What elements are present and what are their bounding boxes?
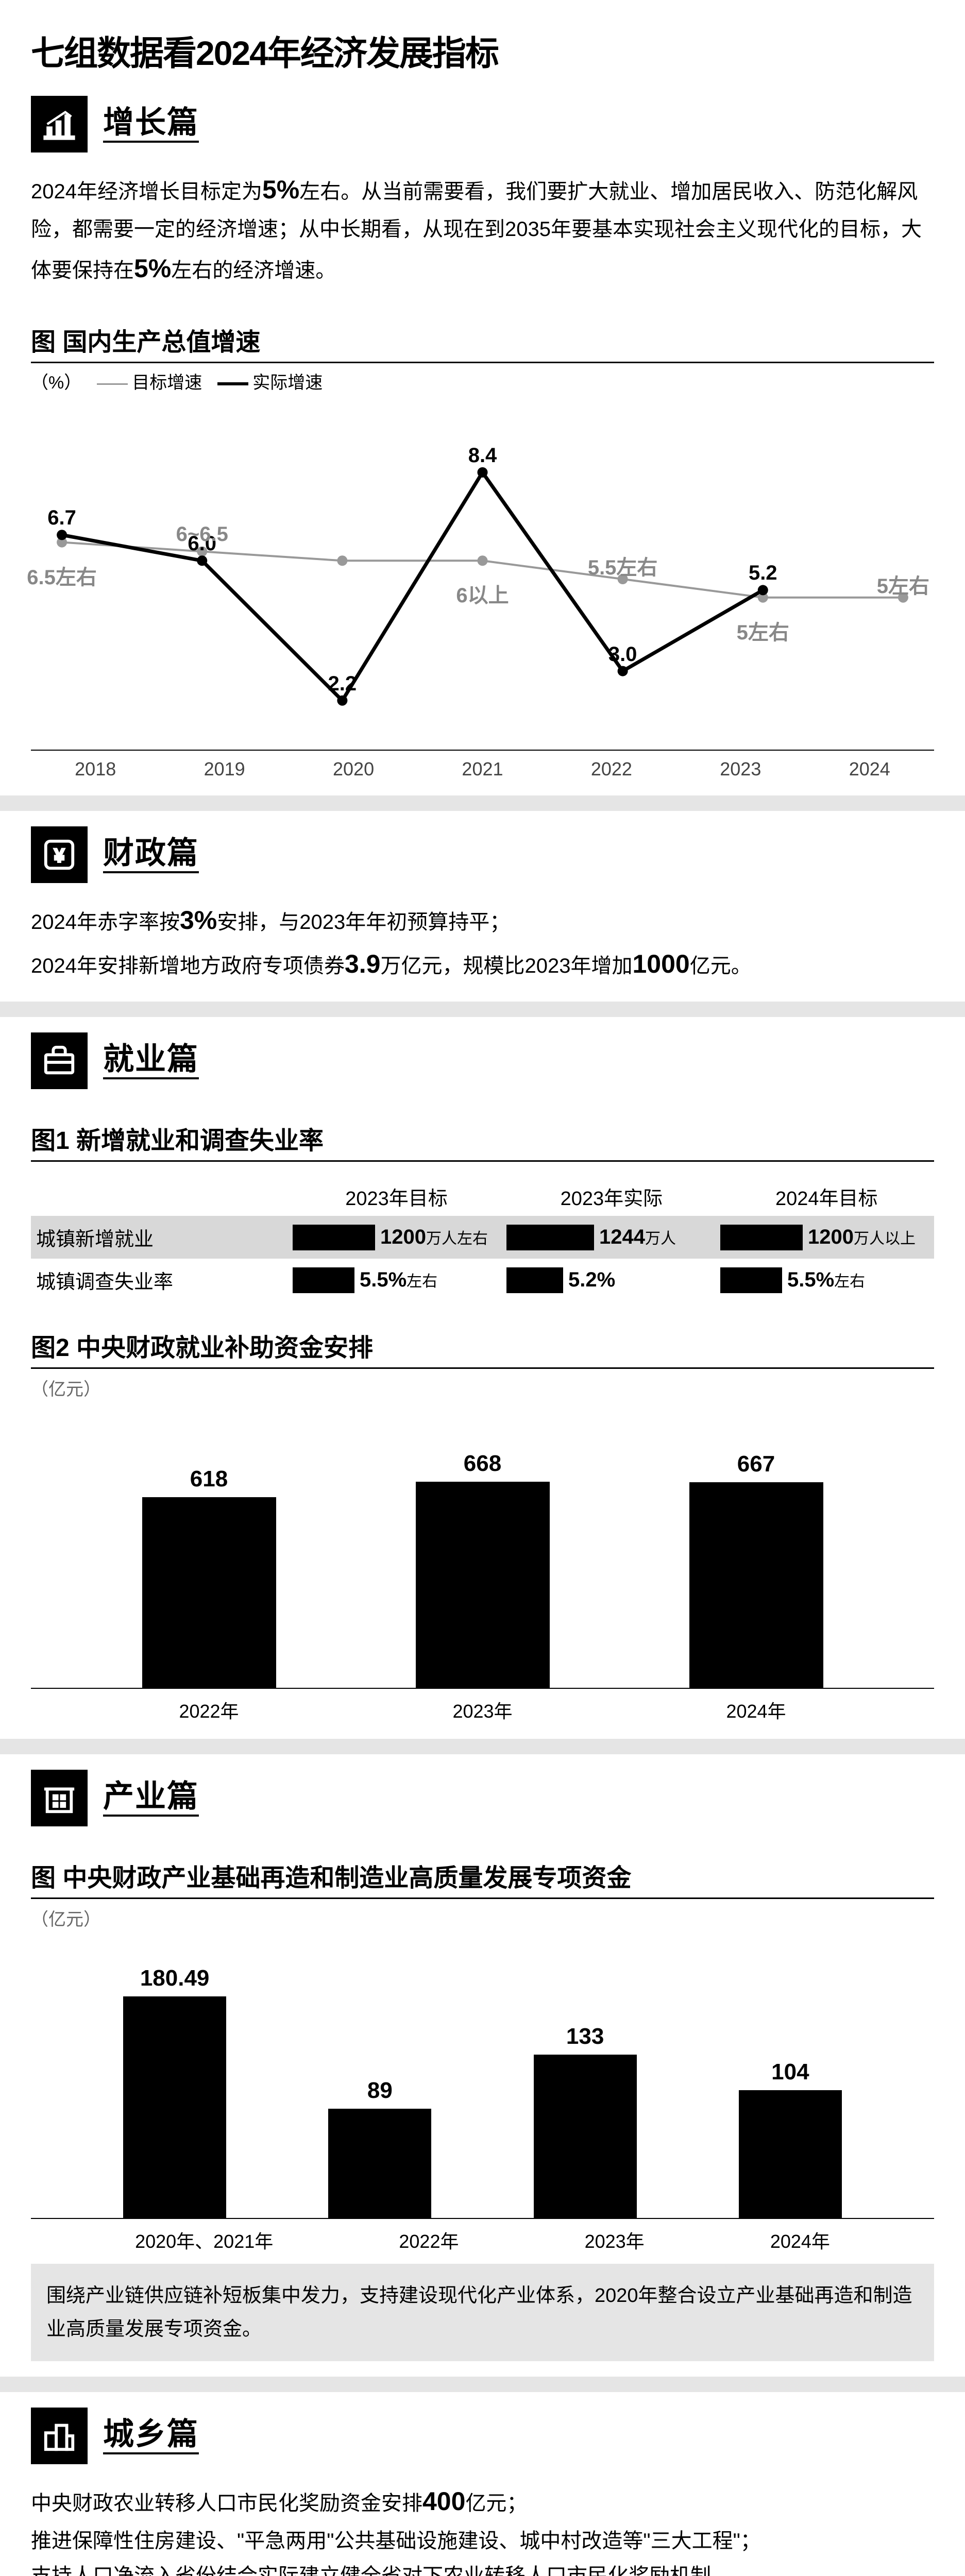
yuan-icon: ¥ bbox=[31, 826, 88, 883]
section-industry-header: 产业篇 bbox=[31, 1770, 934, 1826]
gdp-line-chart: 6.76.5左右6.06~6.52.28.46以上3.05.5左右5.25左右5… bbox=[31, 409, 934, 780]
employment-fund-chart: 618668667 bbox=[31, 1421, 934, 1689]
buildings-icon bbox=[31, 2408, 88, 2464]
growth-text: 2024年经济增长目标定为5%左右。从当前需要看，我们要扩大就业、增加居民收入、… bbox=[31, 168, 934, 291]
chart-unit: （亿元） bbox=[31, 1905, 934, 1930]
gdp-legend: （%） 目标增速 实际增速 bbox=[31, 368, 934, 394]
emp-fig2-title: 图2 中央财政就业补助资金安排 bbox=[31, 1327, 934, 1369]
industry-note: 围绕产业链供应链补短板集中发力，支持建设现代化产业体系，2020年整合设立产业基… bbox=[31, 2264, 934, 2361]
briefcase-icon bbox=[31, 1032, 88, 1089]
finance-text: 2024年赤字率按3%安排，与2023年年初预算持平； 2024年安排新增地方政… bbox=[31, 899, 934, 986]
chart-unit: （亿元） bbox=[31, 1375, 934, 1400]
page-title: 七组数据看2024年经济发展指标 bbox=[31, 26, 934, 75]
emp-fig1-title: 图1 新增就业和调查失业率 bbox=[31, 1120, 934, 1162]
building-icon bbox=[31, 1770, 88, 1826]
section-title: 就业篇 bbox=[103, 1042, 199, 1079]
section-urban-header: 城乡篇 bbox=[31, 2408, 934, 2464]
section-title: 增长篇 bbox=[103, 106, 199, 143]
chart-icon bbox=[31, 96, 88, 152]
industry-chart-title: 图 中央财政产业基础再造和制造业高质量发展专项资金 bbox=[31, 1857, 934, 1899]
industry-fund-chart: 180.4989133104 bbox=[31, 1951, 934, 2219]
section-title: 产业篇 bbox=[103, 1780, 199, 1817]
gdp-chart-title: 图 国内生产总值增速 bbox=[31, 321, 934, 363]
urban-text: 中央财政农业转移人口市民化奖励资金安排400亿元； 推进保障性住房建设、"平急两… bbox=[31, 2480, 934, 2576]
section-growth-header: 增长篇 bbox=[31, 96, 934, 152]
section-finance-header: ¥ 财政篇 bbox=[31, 826, 934, 883]
employment-table: 2023年目标2023年实际2024年目标 城镇新增就业 1200万人左右124… bbox=[31, 1177, 934, 1301]
section-title: 财政篇 bbox=[103, 836, 199, 873]
svg-text:¥: ¥ bbox=[54, 845, 64, 867]
table-row: 城镇新增就业 1200万人左右1244万人1200万人以上 bbox=[31, 1216, 934, 1259]
section-title: 城乡篇 bbox=[103, 2417, 199, 2454]
section-employment-header: 就业篇 bbox=[31, 1032, 934, 1089]
table-row: 城镇调查失业率 5.5%左右5.2%5.5%左右 bbox=[31, 1259, 934, 1301]
